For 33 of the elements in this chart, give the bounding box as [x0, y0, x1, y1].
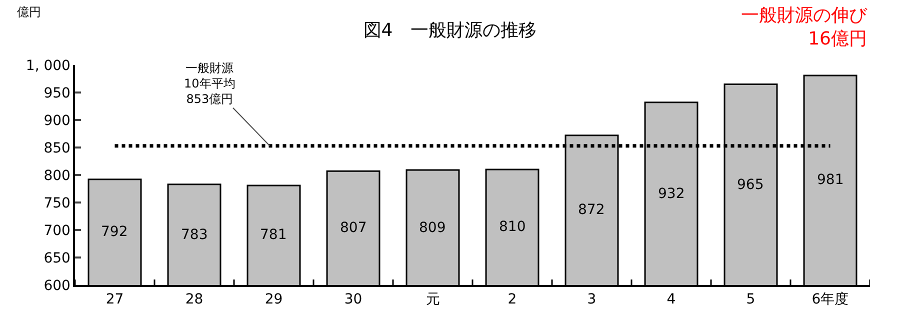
ref-line-label: 一般財源 10年平均 853億円 [184, 61, 236, 106]
data-label: 809 [419, 220, 446, 236]
y-tick-label: 1, 000 [26, 58, 70, 74]
x-tick-label: 元 [426, 292, 440, 308]
y-tick-label: 650 [44, 250, 70, 266]
y-axis-title: 億円 [17, 5, 41, 19]
y-tick-label: 750 [44, 195, 70, 212]
y-tick-label: 600 [44, 278, 70, 294]
data-label: 872 [578, 202, 605, 218]
data-label: 807 [340, 220, 367, 236]
x-tick-label: 29 [264, 292, 283, 308]
data-label: 965 [737, 177, 764, 193]
y-tick-label: 950 [44, 85, 70, 102]
data-label: 783 [181, 227, 208, 243]
x-tick-label: 30 [344, 292, 362, 308]
data-label: 810 [499, 219, 526, 235]
data-label: 932 [658, 186, 685, 202]
y-tick-label: 800 [44, 168, 70, 184]
x-tick-label: 5 [746, 292, 756, 308]
text: 一般財源の伸び 16億円 [741, 5, 868, 50]
chart-title: 図4 一般財源の推移 [363, 20, 537, 42]
y-tick-label: 900 [44, 112, 70, 129]
x-tick-label: 28 [185, 292, 204, 308]
x-tick-label: 2 [508, 292, 517, 308]
data-label: 781 [260, 227, 287, 243]
data-label: 792 [101, 224, 128, 240]
x-tick-label: 27 [106, 292, 124, 308]
data-label: 981 [817, 172, 844, 188]
x-tick-label: 3 [587, 292, 596, 308]
x-tick-label: 4 [666, 292, 676, 308]
y-tick-label: 850 [44, 140, 70, 156]
y-tick-label: 700 [44, 222, 70, 239]
x-tick-label: 6年度 [812, 292, 849, 308]
